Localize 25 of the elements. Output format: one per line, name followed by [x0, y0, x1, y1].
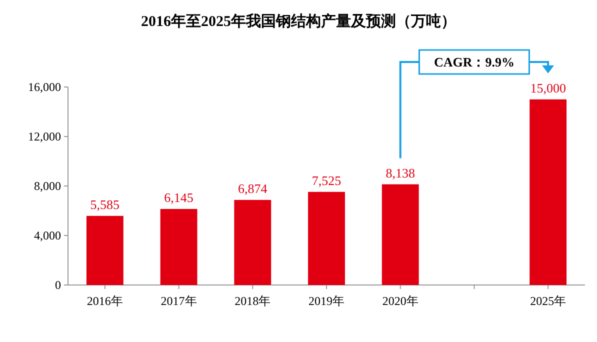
y-tick-label: 4,000	[34, 228, 61, 243]
bar	[308, 192, 345, 285]
chart-title: 2016年至2025年我国钢结构产量及预测（万吨）	[141, 13, 456, 30]
data-label: 15,000	[530, 80, 566, 96]
text: CAGR：9.9%	[434, 54, 514, 70]
bar	[160, 208, 198, 285]
bar	[234, 200, 272, 285]
data-label: 8,138	[386, 165, 415, 180]
x-tick-label: 2019年	[308, 294, 344, 308]
bar	[86, 216, 124, 285]
x-tick-label: 2025年	[530, 294, 566, 308]
y-tick-label: 0	[55, 278, 61, 292]
data-label: 6,874	[238, 180, 268, 196]
data-label: 7,525	[312, 172, 342, 188]
data-label: 6,145	[164, 190, 194, 205]
bar	[382, 184, 419, 285]
x-tick-label: 2020年	[382, 294, 418, 308]
y-tick-label: 12,000	[28, 130, 61, 144]
y-tick-label: 8,000	[34, 179, 61, 194]
x-tick-label: 2018年	[234, 294, 271, 308]
x-tick-label: 2016年	[86, 294, 123, 308]
data-label: 5,585	[90, 196, 120, 212]
bar	[530, 99, 567, 285]
x-tick-label: 2017年	[160, 294, 197, 308]
y-tick-label: 16,000	[28, 80, 61, 94]
